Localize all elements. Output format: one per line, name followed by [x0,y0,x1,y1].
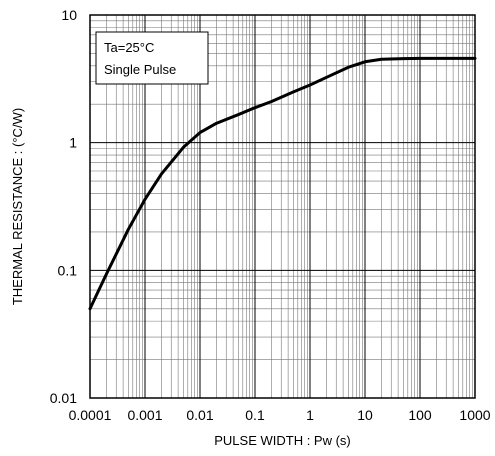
y-tick-label: 10 [61,7,77,23]
x-tick-label: 0.001 [127,407,162,423]
x-tick-label: 100 [408,407,432,423]
series-group [88,56,477,311]
x-tick-label: 0.1 [245,407,265,423]
plot-frame [89,14,476,399]
y-tick-label: 0.01 [50,390,77,406]
y-tick-label: 0.1 [58,262,78,278]
x-tick-label: 0.0001 [69,407,112,423]
x-tick-label: 10 [357,407,373,423]
y-tick-labels: 0.01 0.1 1 10 [50,7,77,406]
y-axis-title: THERMAL RESISTANCE : (°C/W) [10,108,25,305]
annotation-box: Ta=25°C Single Pulse [95,31,209,85]
x-tick-label: 0.01 [186,407,213,423]
annotation-line-1: Ta=25°C [104,40,154,55]
x-tick-label: 1000 [459,407,490,423]
annotation-box-border [95,31,209,85]
x-axis-title: PULSE WIDTH : Pw (s) [214,433,351,448]
y-tick-label: 1 [69,135,77,151]
x-tick-label: 1 [306,407,314,423]
annotation-line-2: Single Pulse [104,62,176,77]
x-tick-labels: 0.0001 0.001 0.01 0.1 1 10 100 1000 [69,407,491,423]
thermal-resistance-curve [88,56,477,311]
